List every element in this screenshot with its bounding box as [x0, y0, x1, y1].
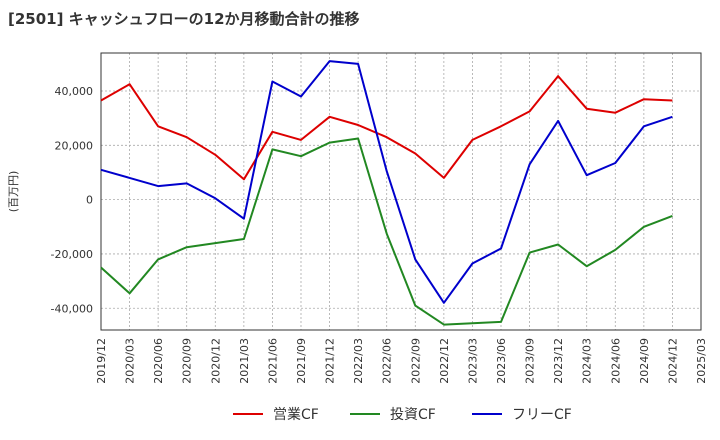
x-tick-labels: 2019/12 2020/03 2020/06 2020/09 2020/12 2021/…: [95, 338, 708, 384]
x-tick-label: 2020/03: [124, 338, 137, 384]
x-tick-label: 2019/12: [95, 338, 108, 384]
y-tick-label: -40,000: [51, 302, 93, 315]
y-axis-label: (百万円): [7, 171, 20, 213]
x-tick-label: 2025/03: [695, 338, 708, 384]
y-tick-label: 20,000: [55, 139, 94, 152]
gridlines: [100, 53, 702, 330]
series-layer: [100, 60, 673, 326]
legend-label: フリーCF: [512, 407, 572, 423]
plot-frame: [100, 52, 702, 331]
legend-label: 投資CF: [390, 407, 436, 423]
y-tick-label: 40,000: [55, 85, 94, 98]
x-tick-label: 2020/06: [152, 338, 165, 384]
series-line-投資CF: [100, 137, 673, 326]
series-line-営業CF: [100, 75, 673, 181]
x-tick-label: 2021/06: [266, 338, 279, 384]
legend-label: 営業CF: [273, 407, 319, 423]
x-tick-label: 2022/12: [438, 338, 451, 384]
x-tick-label: 2024/03: [581, 338, 594, 384]
x-tick-label: 2021/03: [238, 338, 251, 384]
x-tick-label: 2023/09: [524, 338, 537, 384]
x-tick-label: 2022/06: [381, 338, 394, 384]
x-tick-label: 2023/12: [552, 338, 565, 384]
y-tick-label: 0: [86, 194, 93, 207]
chart-title: [2501] キャッシュフローの12か月移動合計の推移: [8, 10, 360, 28]
x-tick-label: 2024/09: [638, 338, 651, 384]
x-tick-label: 2023/06: [495, 338, 508, 384]
y-tick-label: -20,000: [51, 248, 93, 261]
series-line-フリーCF: [100, 60, 673, 304]
x-tick-label: 2022/03: [352, 338, 365, 384]
legend: 営業CF 投資CF フリーCF: [233, 407, 572, 423]
x-tick-label: 2021/09: [295, 338, 308, 384]
x-tick-label: 2020/12: [209, 338, 222, 384]
x-tick-label: 2024/12: [666, 338, 679, 384]
x-tick-label: 2022/09: [409, 338, 422, 384]
x-tick-label: 2020/09: [181, 338, 194, 384]
x-tick-label: 2024/06: [609, 338, 622, 384]
x-tick-label: 2023/03: [466, 338, 479, 384]
y-tick-labels: -40,000 -20,000 0 20,000 40,000: [51, 85, 93, 315]
x-tick-label: 2021/12: [324, 338, 337, 384]
